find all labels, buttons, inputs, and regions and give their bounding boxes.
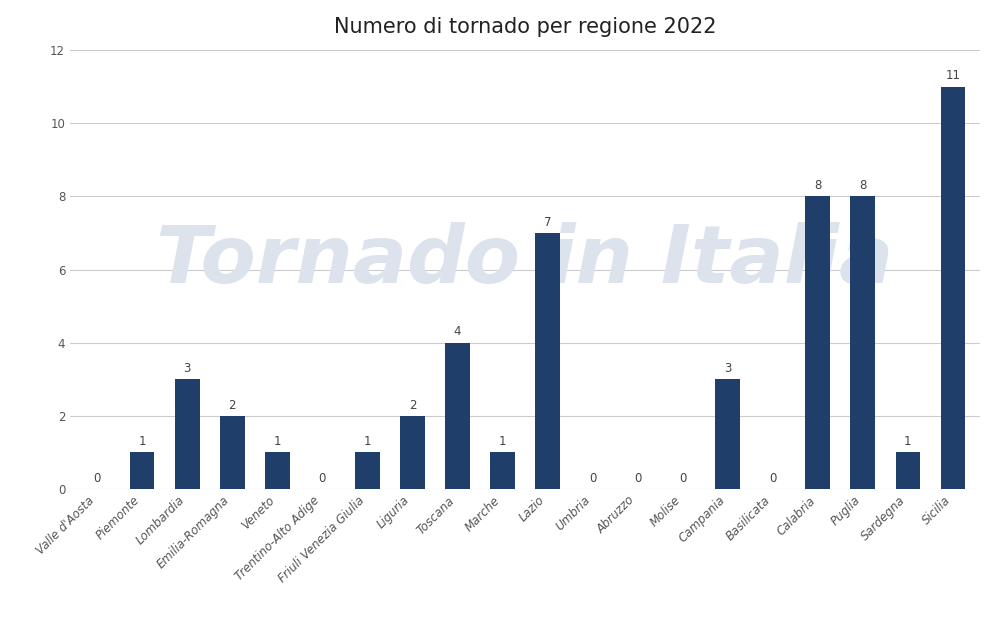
Title: Numero di tornado per regione 2022: Numero di tornado per regione 2022 bbox=[334, 18, 716, 38]
Text: 1: 1 bbox=[273, 435, 281, 448]
Text: 3: 3 bbox=[183, 362, 191, 375]
Text: 0: 0 bbox=[634, 472, 641, 485]
Bar bbox=[896, 453, 920, 489]
Bar bbox=[850, 196, 875, 489]
Text: 0: 0 bbox=[319, 472, 326, 485]
Text: 1: 1 bbox=[499, 435, 506, 448]
Bar bbox=[130, 453, 154, 489]
Text: 1: 1 bbox=[904, 435, 912, 448]
Text: 4: 4 bbox=[454, 325, 461, 339]
Text: 3: 3 bbox=[724, 362, 731, 375]
Text: 0: 0 bbox=[679, 472, 686, 485]
Text: 8: 8 bbox=[859, 179, 867, 192]
Bar bbox=[715, 379, 740, 489]
Bar bbox=[400, 416, 425, 489]
Text: 8: 8 bbox=[814, 179, 822, 192]
Bar bbox=[941, 87, 965, 489]
Bar bbox=[535, 233, 560, 489]
Bar bbox=[805, 196, 830, 489]
Text: 2: 2 bbox=[409, 399, 416, 411]
Bar bbox=[175, 379, 200, 489]
Bar bbox=[220, 416, 245, 489]
Bar bbox=[265, 453, 290, 489]
Text: 1: 1 bbox=[138, 435, 146, 448]
Bar bbox=[355, 453, 380, 489]
Text: 2: 2 bbox=[228, 399, 236, 411]
Bar bbox=[445, 343, 470, 489]
Bar bbox=[490, 453, 515, 489]
Text: 1: 1 bbox=[364, 435, 371, 448]
Text: Tornado in Italia: Tornado in Italia bbox=[156, 222, 894, 300]
Text: 11: 11 bbox=[945, 70, 960, 82]
Text: 0: 0 bbox=[93, 472, 101, 485]
Text: 0: 0 bbox=[769, 472, 776, 485]
Text: 7: 7 bbox=[544, 216, 551, 229]
Text: 0: 0 bbox=[589, 472, 596, 485]
